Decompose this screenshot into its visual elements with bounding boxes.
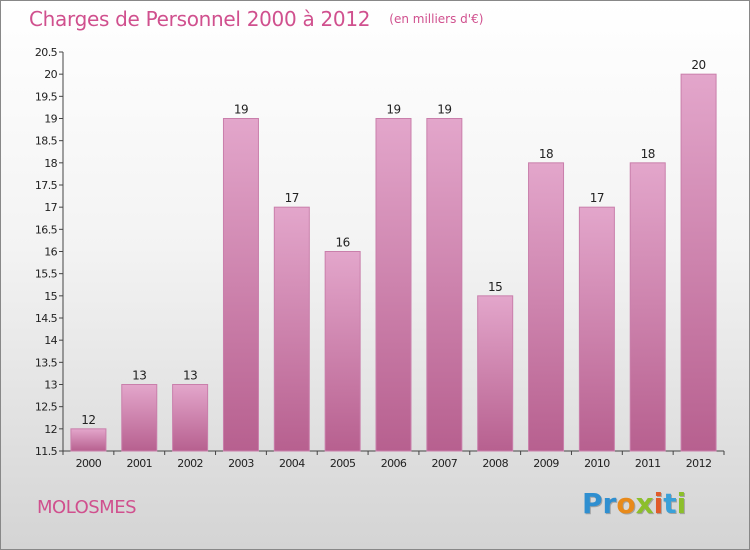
- bar: [375, 118, 412, 452]
- logo-letter: r: [602, 487, 617, 520]
- x-tick-label: 2012: [686, 457, 712, 470]
- y-tick-label: 16: [44, 246, 57, 259]
- x-tick-label: 2007: [432, 457, 458, 470]
- y-tick-label: 12.5: [35, 401, 58, 414]
- x-tick-label: 2006: [381, 457, 407, 470]
- x-tick-label: 2009: [533, 457, 559, 470]
- y-tick-label: 18.5: [35, 135, 58, 148]
- bar: [121, 384, 158, 452]
- y-tick-label: 12: [44, 423, 57, 436]
- bar: [273, 206, 310, 452]
- chart-title: Charges de Personnel 2000 à 2012: [29, 7, 371, 31]
- x-tick-label: 2003: [228, 457, 254, 470]
- y-tick-label: 13: [44, 379, 57, 392]
- y-tick-label: 14.5: [35, 312, 58, 325]
- bar: [477, 295, 514, 452]
- logo-letter: t: [663, 487, 677, 520]
- y-tick-label: 20.5: [35, 46, 58, 59]
- y-tick-label: 19.5: [35, 90, 58, 103]
- data-label: 13: [183, 369, 197, 383]
- data-label: 17: [285, 191, 299, 205]
- chart-axes: 11.5 12 12.5 13 13.5 14 14.5 15 15.5 16 16.5 17 17.5…: [35, 46, 725, 470]
- x-tick-label: 2004: [279, 457, 305, 470]
- logo-letter: x: [635, 487, 654, 520]
- logo-letter: i: [653, 487, 664, 520]
- bar: [70, 428, 107, 452]
- x-tick-label: 2002: [177, 457, 203, 470]
- x-tick-label: 2001: [126, 457, 152, 470]
- bar: [222, 118, 259, 452]
- bar: [426, 118, 463, 452]
- y-tick-label: 17.5: [35, 179, 58, 192]
- chart-unit: (en milliers d'€): [389, 12, 484, 26]
- y-tick-label: 17: [44, 201, 57, 214]
- bar: [172, 384, 209, 452]
- y-tick-label: 16.5: [35, 223, 58, 236]
- chart-bars: [70, 73, 717, 452]
- data-label: 12: [81, 413, 95, 427]
- y-tick-label: 20: [44, 68, 57, 81]
- bar: [324, 251, 361, 452]
- y-tick-label: 19: [44, 113, 57, 126]
- x-tick-label: 2000: [76, 457, 102, 470]
- bar: [578, 206, 615, 452]
- data-label: 18: [641, 147, 655, 161]
- chart-title-block: Charges de Personnel 2000 à 2012 (en mil…: [29, 7, 483, 31]
- y-tick-label: 13.5: [35, 356, 58, 369]
- data-label: 15: [488, 280, 502, 294]
- y-tick-label: 15: [44, 290, 57, 303]
- data-label: 19: [386, 103, 400, 117]
- x-tick-label: 2010: [584, 457, 610, 470]
- y-tick-label: 14: [44, 334, 57, 347]
- commune-name: MOLOSMES: [37, 497, 137, 518]
- data-label: 16: [336, 236, 350, 250]
- x-tick-label: 2005: [330, 457, 356, 470]
- x-tick-label: 2008: [482, 457, 508, 470]
- chart-data-labels: 12 13 13 19 17 16 19 19 15 18 17 18 20: [81, 58, 706, 427]
- y-tick-label: 11.5: [35, 445, 58, 458]
- proxiti-logo: Proxiti: [582, 487, 686, 520]
- data-label: 18: [539, 147, 553, 161]
- logo-letter: o: [616, 487, 636, 520]
- x-tick-label: 2011: [635, 457, 661, 470]
- logo-letter: P: [582, 487, 603, 520]
- data-label: 20: [691, 58, 705, 72]
- logo-letter: i: [676, 487, 687, 520]
- data-label: 19: [437, 103, 451, 117]
- y-tick-label: 15.5: [35, 268, 58, 281]
- data-label: 19: [234, 103, 248, 117]
- bar: [680, 73, 717, 452]
- y-tick-label: 18: [44, 157, 57, 170]
- data-label: 17: [590, 191, 604, 205]
- bar: [528, 162, 565, 452]
- bar: [629, 162, 666, 452]
- data-label: 13: [132, 369, 146, 383]
